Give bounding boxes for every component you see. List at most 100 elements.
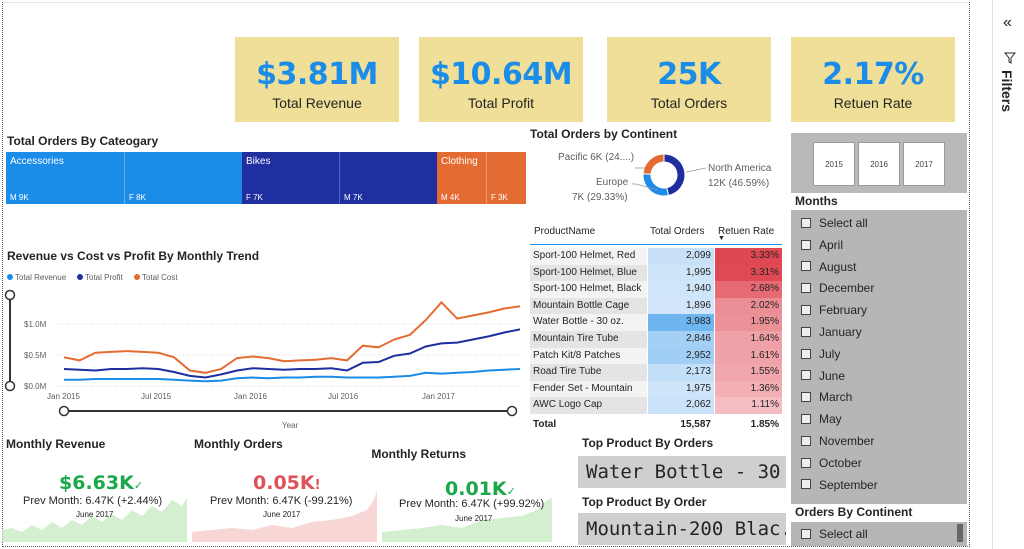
series-line-total-cost[interactable] (63, 300, 521, 374)
checkbox[interactable] (801, 435, 811, 446)
month-option-october[interactable]: October (801, 454, 862, 472)
cell-return-rate: 1.64% (715, 331, 782, 348)
treemap-cell[interactable]: F 8K (125, 152, 242, 204)
kpi-card-return-rate[interactable]: 2.17% Retuen Rate (791, 37, 955, 122)
scrollbar-thumb[interactable] (957, 524, 963, 542)
checkbox[interactable] (801, 239, 811, 250)
treemap-cell[interactable]: M 7K (340, 152, 437, 204)
treemap-cell[interactable]: M 9K (6, 152, 125, 204)
filters-label[interactable]: Filters (999, 70, 1015, 113)
month-option-march[interactable]: March (801, 388, 852, 406)
table-row[interactable]: Patch Kit/8 Patches 2,952 1.61% (530, 347, 782, 365)
year-button-2016[interactable]: 2016 (858, 142, 900, 186)
kpi-label: Retuen Rate (833, 95, 913, 111)
returns-sparkline (382, 498, 552, 542)
months-slicer: Select all April August December February Jan… (791, 210, 967, 504)
month-option-january[interactable]: January (801, 323, 862, 341)
table-row[interactable]: Water Bottle - 30 oz. 3,983 1.95% (530, 314, 782, 331)
col-header-return-rate[interactable]: Retuen Rate (718, 226, 775, 237)
kpi-card-profit[interactable]: $10.64M Total Profit (419, 37, 583, 122)
series-line-total-revenue[interactable] (64, 368, 521, 383)
monthly-revenue-prev: Prev Month: 6.47K (+2.44%) (23, 495, 163, 507)
checkbox[interactable] (801, 348, 811, 359)
year-button-2015[interactable]: 2015 (813, 142, 855, 186)
x-range-handle-right[interactable] (506, 405, 518, 417)
checkbox[interactable] (801, 261, 811, 272)
collapse-chevron-icon[interactable]: « (1003, 14, 1012, 31)
y-range-handle-bottom[interactable] (4, 380, 16, 392)
donut-slice-europe[interactable] (642, 173, 670, 197)
table-total-row: Total 15,587 1.85% (530, 417, 782, 434)
month-option-february[interactable]: February (801, 301, 867, 319)
monthly-returns-title: Monthly Returns (372, 447, 466, 461)
month-option-june[interactable]: June (801, 367, 845, 385)
treemap-cell[interactable]: M 4K (437, 152, 487, 204)
monthly-revenue-date: June 2017 (76, 510, 114, 519)
col-header-product[interactable]: ProductName (534, 226, 596, 237)
donut-label-na-name: North America (708, 163, 772, 174)
table-row[interactable]: AWC Logo Cap 2,062 1.11% (530, 397, 782, 414)
month-option-april[interactable]: April (801, 236, 843, 254)
sort-desc-icon: ▼ (718, 235, 725, 242)
exclamation-icon: ! (314, 478, 321, 493)
filters-pane: « Filters (992, 0, 1024, 549)
month-option-september[interactable]: September (801, 476, 878, 494)
month-option-november[interactable]: November (801, 432, 874, 450)
y-range-handle-top[interactable] (4, 289, 16, 301)
checkbox[interactable] (801, 457, 811, 468)
table-row[interactable]: Mountain Tire Tube 2,846 1.64% (530, 331, 782, 348)
checkbox[interactable] (801, 217, 811, 228)
cell-orders: 3,983 (648, 314, 714, 331)
cell-return-rate: 1.95% (715, 314, 782, 331)
monthly-revenue-title: Monthly Revenue (6, 437, 106, 451)
cell-product: Patch Kit/8 Patches (530, 347, 647, 365)
treemap-cell-label: M 7K (344, 193, 363, 202)
checkbox[interactable] (801, 528, 811, 539)
table-row[interactable]: Sport-100 Helmet, Black 1,940 2.68% (530, 281, 782, 298)
col-header-orders[interactable]: Total Orders (650, 226, 705, 237)
series-line-total-profit[interactable] (63, 328, 521, 379)
month-option-may[interactable]: May (801, 410, 842, 428)
month-option-label: June (819, 368, 846, 383)
checkbox[interactable] (801, 370, 811, 381)
x-range-handle-left[interactable] (58, 405, 70, 417)
checkbox[interactable] (801, 305, 811, 316)
donut-slice-pacific[interactable] (642, 153, 665, 175)
treemap-group-clothing[interactable]: Clothing (437, 152, 526, 204)
top-product-order-title: Top Product By Order (582, 495, 707, 509)
total-return-rate: 1.85% (750, 419, 779, 430)
checkbox[interactable] (801, 479, 811, 490)
y-tick: $0.5M (24, 351, 47, 360)
table-row[interactable]: Mountain Bottle Cage 1,896 2.02% (530, 297, 782, 315)
month-option-december[interactable]: December (801, 279, 874, 297)
cell-orders: 2,846 (648, 331, 714, 348)
month-option-select-all[interactable]: Select all (801, 214, 868, 232)
continent-option[interactable]: Select all (801, 525, 868, 543)
total-label: Total (533, 419, 557, 430)
treemap-cell[interactable]: F 3K (487, 152, 526, 204)
canvas-top-edge (2, 2, 970, 3)
x-tick: Jul 2015 (141, 392, 172, 401)
table-row[interactable]: Sport-100 Helmet, Blue 1,995 3.31% (530, 264, 782, 282)
x-axis-title: Year (282, 421, 299, 430)
month-option-august[interactable]: August (801, 258, 856, 276)
cell-orders: 1,940 (648, 281, 714, 298)
table-row[interactable]: Fender Set - Mountain 1,975 1.36% (530, 380, 782, 398)
continent-option-label: Select all (819, 527, 868, 541)
monthly-orders-prev: Prev Month: 6.47K (-99.21%) (210, 495, 353, 507)
checkbox[interactable] (801, 283, 811, 294)
month-option-july[interactable]: July (801, 345, 840, 363)
kpi-card-revenue[interactable]: $3.81M Total Revenue (235, 37, 399, 122)
table-row[interactable]: Sport-100 Helmet, Red 2,099 3.33% (530, 248, 782, 265)
treemap-cell[interactable]: F 7K (242, 152, 340, 204)
checkbox[interactable] (801, 326, 811, 337)
kpi-card-orders[interactable]: 25K Total Orders (607, 37, 771, 122)
line-chart-title: Revenue vs Cost vs Profit By Monthly Tre… (7, 249, 260, 263)
monthly-orders-title: Monthly Orders (194, 437, 283, 451)
treemap-cell-label: F 3K (491, 193, 508, 202)
checkbox[interactable] (801, 414, 811, 425)
top-product-orders-card: Water Bottle - 30 oz. (578, 456, 786, 488)
table-row[interactable]: Road Tire Tube 2,173 1.55% (530, 364, 782, 381)
year-button-2017[interactable]: 2017 (903, 142, 945, 186)
checkbox[interactable] (801, 392, 811, 403)
